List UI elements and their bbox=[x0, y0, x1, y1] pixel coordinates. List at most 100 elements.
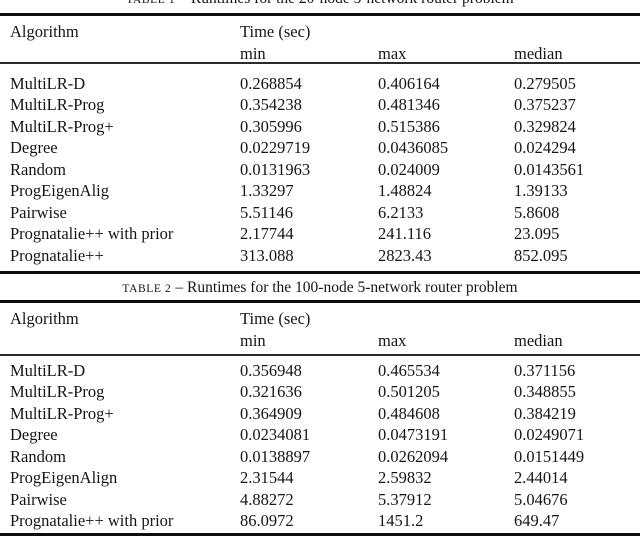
cell-algorithm: Prognatalie++ with prior bbox=[10, 511, 174, 530]
cell-median: 23.095 bbox=[514, 224, 560, 243]
cell-algorithm: Prognatalie++ with prior bbox=[10, 224, 174, 243]
cell-min: 0.0131963 bbox=[240, 159, 311, 179]
cell-min: 5.51146 bbox=[240, 202, 294, 222]
cell-max: 0.0262094 bbox=[378, 446, 449, 466]
cell-min: 4.88272 bbox=[240, 489, 294, 509]
table2-header-max: max bbox=[378, 331, 407, 350]
cell-min: 0.0229719 bbox=[240, 138, 311, 157]
cell-median: 852.095 bbox=[514, 245, 568, 265]
table-row: MultiLR-D 0.268854 0.406164 0.279505 bbox=[0, 73, 640, 94]
cell-min: 0.305996 bbox=[240, 116, 302, 136]
table1-header-row1: Algorithm Time (sec) bbox=[0, 21, 640, 42]
cell-min: 0.321636 bbox=[240, 382, 302, 401]
table1-caption-text: – Runtimes for the 20-node 5-network rou… bbox=[179, 0, 513, 7]
table2-header-row1: Algorithm Time (sec) bbox=[0, 308, 640, 329]
table1-header-group: Time (sec) bbox=[240, 22, 311, 41]
cell-max: 1451.2 bbox=[378, 511, 424, 530]
cell-algorithm: MultiLR-Prog bbox=[10, 95, 105, 114]
cell-min: 0.0138897 bbox=[240, 446, 311, 466]
cell-median: 1.39133 bbox=[514, 181, 568, 200]
table1-mid-rule bbox=[0, 62, 640, 64]
cell-max: 0.0436085 bbox=[378, 138, 449, 157]
table2-top-rule bbox=[0, 300, 640, 303]
cell-max: 6.2133 bbox=[378, 202, 424, 222]
table2-header-min: min bbox=[240, 331, 266, 350]
cell-max: 1.48824 bbox=[378, 181, 432, 200]
table2-caption-text: – Runtimes for the 100-node 5-network ro… bbox=[175, 279, 518, 296]
cell-algorithm: Degree bbox=[10, 425, 58, 444]
cell-algorithm: Pairwise bbox=[10, 489, 67, 509]
cell-max: 0.0473191 bbox=[378, 425, 449, 444]
cell-max: 2.59832 bbox=[378, 468, 432, 487]
cell-max: 5.37912 bbox=[378, 489, 432, 509]
cell-algorithm: MultiLR-Prog+ bbox=[10, 403, 114, 423]
table1-bottom-rule bbox=[0, 271, 640, 274]
cell-median: 0.279505 bbox=[514, 73, 576, 93]
table-row: ProgEigenAlign 2.31544 2.59832 2.44014 bbox=[0, 467, 640, 488]
cell-min: 86.0972 bbox=[240, 511, 294, 530]
table2-header-group: Time (sec) bbox=[240, 309, 311, 328]
cell-median: 0.0143561 bbox=[514, 159, 585, 179]
cell-min: 0.356948 bbox=[240, 360, 302, 380]
cell-algorithm: Pairwise bbox=[10, 202, 67, 222]
cell-median: 0.384219 bbox=[514, 403, 576, 423]
table-row: MultiLR-D 0.356948 0.465534 0.371156 bbox=[0, 360, 640, 381]
cell-median: 0.371156 bbox=[514, 360, 576, 380]
cell-max: 0.465534 bbox=[378, 360, 440, 380]
cell-algorithm: Degree bbox=[10, 138, 58, 157]
table-row: Prognatalie++ with prior 86.0972 1451.2 … bbox=[0, 510, 640, 531]
table2-bottom-rule bbox=[0, 533, 640, 536]
table2-header-algorithm: Algorithm bbox=[10, 309, 79, 328]
cell-median: 0.024294 bbox=[514, 138, 576, 157]
cell-median: 0.375237 bbox=[514, 95, 576, 114]
table2-caption-tag: TABLE 2 bbox=[122, 283, 172, 295]
table1-header-algorithm: Algorithm bbox=[10, 22, 79, 41]
table-row: MultiLR-Prog+ 0.305996 0.515386 0.329824 bbox=[0, 116, 640, 137]
table-row: Degree 0.0229719 0.0436085 0.024294 bbox=[0, 137, 640, 158]
cell-max: 0.515386 bbox=[378, 116, 440, 136]
cell-min: 1.33297 bbox=[240, 181, 294, 200]
table-row: Prognatalie++ with prior 2.17744 241.116… bbox=[0, 223, 640, 244]
cell-min: 313.088 bbox=[240, 245, 294, 265]
cell-max: 0.481346 bbox=[378, 95, 440, 114]
cell-max: 0.406164 bbox=[378, 73, 440, 93]
table1-caption: TABLE 1– Runtimes for the 20-node 5-netw… bbox=[0, 0, 640, 9]
cell-algorithm: MultiLR-Prog+ bbox=[10, 116, 114, 136]
cell-algorithm: MultiLR-D bbox=[10, 360, 86, 380]
cell-median: 5.04676 bbox=[514, 489, 568, 509]
table2-caption: TABLE 2– Runtimes for the 100-node 5-net… bbox=[0, 279, 640, 298]
cell-algorithm: ProgEigenAlign bbox=[10, 468, 118, 487]
cell-algorithm: MultiLR-Prog bbox=[10, 382, 105, 401]
cell-median: 2.44014 bbox=[514, 468, 568, 487]
table-row: Prognatalie++ 313.088 2823.43 852.095 bbox=[0, 245, 640, 266]
table1-header-min: min bbox=[240, 44, 266, 63]
cell-algorithm: Prognatalie++ bbox=[10, 245, 104, 265]
cell-algorithm: Random bbox=[10, 446, 66, 466]
table-row: Pairwise 5.51146 6.2133 5.8608 bbox=[0, 202, 640, 223]
table1-caption-tag: TABLE 1 bbox=[126, 0, 176, 6]
cell-min: 0.268854 bbox=[240, 73, 302, 93]
cell-median: 5.8608 bbox=[514, 202, 560, 222]
cell-median: 649.47 bbox=[514, 511, 560, 530]
table-row: MultiLR-Prog+ 0.364909 0.484608 0.384219 bbox=[0, 403, 640, 424]
table1-header-row2: min max median bbox=[0, 43, 640, 64]
cell-algorithm: Random bbox=[10, 159, 66, 179]
cell-max: 0.024009 bbox=[378, 159, 440, 179]
table-row: Random 0.0131963 0.024009 0.0143561 bbox=[0, 159, 640, 180]
cell-max: 0.501205 bbox=[378, 382, 440, 401]
table-row: Degree 0.0234081 0.0473191 0.0249071 bbox=[0, 424, 640, 445]
table-row: Random 0.0138897 0.0262094 0.0151449 bbox=[0, 446, 640, 467]
cell-median: 0.348855 bbox=[514, 382, 576, 401]
table2-mid-rule bbox=[0, 354, 640, 356]
cell-median: 0.329824 bbox=[514, 116, 576, 136]
cell-max: 2823.43 bbox=[378, 245, 432, 265]
table-row: MultiLR-Prog 0.354238 0.481346 0.375237 bbox=[0, 94, 640, 115]
table2-header-row2: min max median bbox=[0, 330, 640, 351]
table1-header-median: median bbox=[514, 44, 563, 63]
cell-median: 0.0249071 bbox=[514, 425, 585, 444]
table1-header-max: max bbox=[378, 44, 407, 63]
cell-algorithm: MultiLR-D bbox=[10, 73, 86, 93]
cell-min: 0.354238 bbox=[240, 95, 302, 114]
cell-algorithm: ProgEigenAlig bbox=[10, 181, 109, 200]
table1-top-rule bbox=[0, 13, 640, 16]
